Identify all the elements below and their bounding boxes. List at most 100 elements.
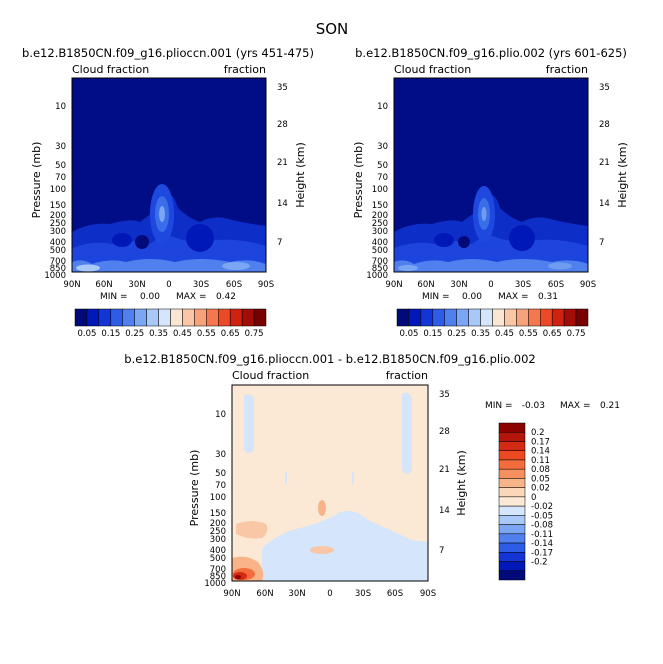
colorbar-label: -0.02: [531, 502, 553, 512]
tick-label: 50: [377, 161, 388, 171]
season-title: SON: [316, 20, 349, 38]
tick-label: 90S: [258, 280, 274, 290]
tick-label: 10: [377, 102, 388, 112]
panel-3-right-label: fraction: [386, 369, 428, 382]
panel-3-colorbar: 0.20.170.140.110.080.050.020-0.02-0.05-0…: [498, 422, 553, 581]
panel-1-right-label: fraction: [224, 63, 266, 76]
tick-label: 28: [599, 120, 610, 130]
tick-label: 300: [372, 227, 388, 237]
colorbar-label: 0: [531, 493, 536, 503]
tick-label: 30N: [128, 280, 145, 290]
colorbar-label: 0.55: [197, 329, 216, 339]
tick-label: 30S: [515, 280, 531, 290]
tick-label: 90S: [420, 589, 436, 599]
colorbar-swatch: [432, 308, 445, 327]
tick-label: 250: [210, 527, 226, 537]
colorbar-swatch: [229, 308, 243, 327]
colorbar-swatch: [498, 496, 526, 507]
min-label: MIN =: [485, 401, 513, 411]
colorbar-swatch: [134, 308, 147, 327]
colorbar-swatch: [498, 422, 526, 433]
colorbar-label: 0.05: [77, 329, 96, 339]
panel-3-minmax: MIN = -0.03 MAX = 0.21: [485, 401, 620, 411]
min-value: 0.00: [462, 292, 482, 302]
tick-label: 100: [50, 185, 66, 195]
colorbar-label: -0.05: [531, 511, 553, 521]
tick-label: 0: [166, 280, 171, 290]
tick-label: 400: [210, 546, 226, 556]
colorbar-swatch: [182, 308, 195, 327]
colorbar-swatch: [206, 308, 219, 327]
panel-2-y2-axis: 35 28 21 14 7 Height (km): [599, 83, 629, 248]
tick-label: 850: [210, 572, 226, 582]
colorbar-swatch: [170, 308, 183, 327]
panel-1-colorbar: 0.05 0.15 0.25 0.35 0.45 0.55 0.65 0.75: [74, 308, 267, 339]
colorbar-label: 0.45: [173, 329, 192, 339]
tick-label: 7: [599, 238, 604, 248]
colorbar-swatch: [241, 308, 255, 327]
min-label: MIN =: [422, 292, 450, 302]
tick-label: 200: [372, 211, 388, 221]
tick-label: 70: [215, 481, 226, 491]
colorbar-swatch: [498, 468, 526, 479]
tick-label: 70: [377, 173, 388, 183]
colorbar-swatch: [122, 308, 135, 327]
panel-3-ylabel-right: Height (km): [455, 450, 468, 516]
panel-2-x-axis: 90N 60N 30N 0 30S 60S 90S: [385, 280, 596, 290]
colorbar-swatch: [498, 552, 526, 562]
panel-3-y2-axis: 35 28 21 14 7 Height (km): [439, 390, 468, 556]
max-label: MAX =: [498, 292, 529, 302]
colorbar-swatch: [480, 308, 493, 327]
tick-label: 7: [439, 546, 444, 556]
tick-label: 60N: [95, 280, 112, 290]
colorbar-label: 0.55: [519, 329, 538, 339]
colorbar-swatch: [408, 308, 422, 327]
colorbar-label: -0.11: [531, 530, 553, 540]
tick-label: 1000: [204, 579, 226, 589]
colorbar-swatch: [498, 487, 526, 498]
tick-label: 100: [372, 185, 388, 195]
colorbar-label: 0.11: [531, 456, 550, 466]
colorbar-swatch: [498, 441, 526, 451]
colorbar-swatch: [498, 561, 526, 572]
tick-label: 700: [210, 565, 226, 575]
tick-label: 1000: [366, 271, 388, 281]
panel-3-x-axis: 90N 60N 30N 0 30S 60S 90S: [223, 589, 436, 599]
tick-label: 400: [50, 238, 66, 248]
tick-label: 30S: [193, 280, 209, 290]
colorbar-swatch: [498, 459, 526, 470]
colorbar-swatch: [74, 308, 88, 327]
colorbar-label: 0.05: [399, 329, 418, 339]
tick-label: 30: [377, 142, 388, 152]
panel-3-ylabel: Pressure (mb): [188, 450, 201, 527]
colorbar-label: 0.05: [531, 474, 550, 484]
tick-label: 28: [439, 427, 450, 437]
colorbar-label: 0.35: [471, 329, 490, 339]
tick-label: 150: [210, 509, 226, 519]
colorbar-swatch: [498, 450, 526, 461]
panel-1: b.e12.B1850CN.f09_g16.pliocсn.001 (yrs 4…: [22, 46, 314, 339]
colorbar-swatch: [158, 308, 171, 327]
colorbar-swatch: [498, 515, 526, 525]
tick-label: 90S: [580, 280, 596, 290]
colorbar-label: 0.65: [543, 329, 562, 339]
tick-label: 14: [439, 506, 450, 516]
min-value: 0.00: [140, 292, 160, 302]
colorbar-swatch: [498, 542, 526, 553]
tick-label: 300: [210, 535, 226, 545]
tick-label: 7: [277, 238, 282, 248]
colorbar-label: 0.45: [495, 329, 514, 339]
colorbar-swatch: [146, 308, 159, 327]
tick-label: 200: [210, 519, 226, 529]
tick-label: 21: [599, 158, 610, 168]
colorbar-label: 0.35: [149, 329, 168, 339]
panel-3-title: b.e12.B1850CN.f09_g16.pliocсn.001 - b.e1…: [124, 352, 535, 366]
tick-label: 35: [439, 390, 450, 400]
panel-3-y-axis: 10 30 50 70 100 150 200 250 300 400 500 …: [188, 410, 226, 589]
colorbar-swatch: [498, 505, 526, 516]
tick-label: 60S: [387, 589, 403, 599]
tick-label: 28: [277, 120, 288, 130]
panel-1-title: b.e12.B1850CN.f09_g16.pliocсn.001 (yrs 4…: [22, 46, 314, 60]
panel-2-colorbar: 0.05 0.15 0.25 0.35 0.45 0.55 0.65 0.75: [396, 308, 589, 339]
tick-label: 90N: [385, 280, 402, 290]
